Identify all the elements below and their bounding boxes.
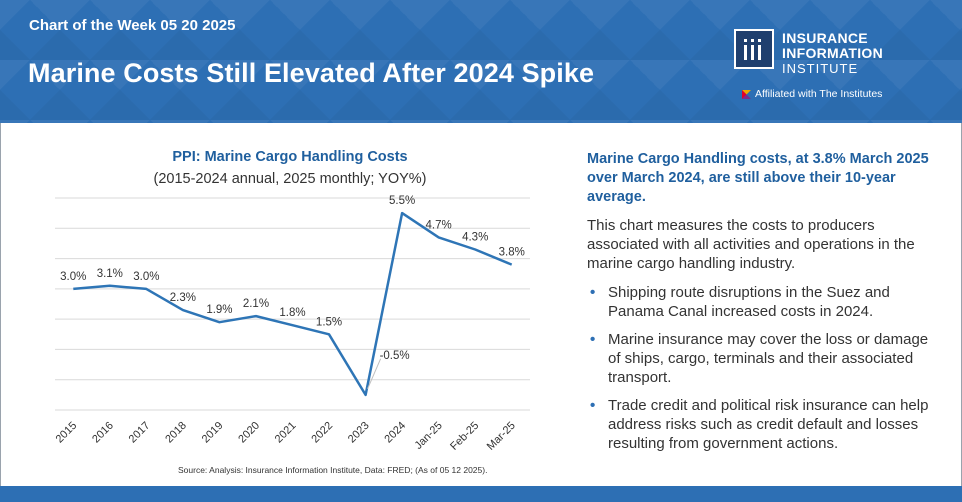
logo-line-3: INSTITUTE xyxy=(782,61,859,76)
x-tick-label: Feb-25 xyxy=(448,420,481,453)
x-tick-label: 2016 xyxy=(90,420,116,446)
chart-title: PPI: Marine Cargo Handling Costs xyxy=(172,149,408,165)
list-item: • Shipping route disruptions in the Suez… xyxy=(587,283,932,321)
x-tick-labels: 2015 2016 2017 2018 2019 2020 2021 2022 2023 2024… xyxy=(54,420,518,453)
logo-line-1: INSURANCE xyxy=(782,30,868,46)
source-note: Source: Analysis: Insurance Information … xyxy=(178,465,488,475)
header-banner: Chart of the Week 05 20 2025 Marine Cost… xyxy=(0,0,962,123)
key-finding: Marine Cargo Handling costs, at 3.8% Mar… xyxy=(587,151,929,205)
data-label: -0.5% xyxy=(380,350,410,362)
data-label: 2.3% xyxy=(170,292,196,304)
chart-subtitle: (2015-2024 annual, 2025 monthly; YOY%) xyxy=(153,171,427,187)
side-panel: Marine Cargo Handling costs, at 3.8% Mar… xyxy=(587,150,932,462)
data-label: 1.5% xyxy=(316,316,342,328)
series-line xyxy=(73,211,513,397)
data-label: 3.8% xyxy=(499,247,525,259)
x-tick-label: 2022 xyxy=(309,420,335,446)
data-label: 3.0% xyxy=(133,271,159,283)
data-label: 2.1% xyxy=(243,298,269,310)
series-line-layer xyxy=(73,211,513,397)
x-tick-label: Mar-25 xyxy=(485,420,518,453)
bullet-list: • Shipping route disruptions in the Suez… xyxy=(587,283,932,453)
page-title: Marine Costs Still Elevated After 2024 S… xyxy=(28,58,595,88)
affiliation-line: Affiliated with The Institutes xyxy=(742,88,882,100)
x-tick-label: 2024 xyxy=(382,420,408,446)
kicker-text: Chart of the Week 05 20 2025 xyxy=(29,17,236,34)
data-label: 3.1% xyxy=(97,268,123,280)
bullet-icon: • xyxy=(590,331,596,348)
institutes-logo-icon xyxy=(742,89,751,99)
data-label-leader xyxy=(367,358,382,390)
bullet-text: Marine insurance may cover the loss or d… xyxy=(608,331,929,386)
data-label: 5.5% xyxy=(389,195,415,207)
x-tick-label: 2017 xyxy=(127,420,153,446)
bullet-text: Shipping route disruptions in the Suez a… xyxy=(608,284,890,320)
x-tick-label: 2021 xyxy=(273,420,299,446)
x-tick-label: 2023 xyxy=(346,420,372,446)
x-tick-label: 2015 xyxy=(54,420,80,446)
bullet-icon: • xyxy=(590,284,596,301)
x-tick-label: Jan-25 xyxy=(413,420,445,452)
iii-logo-mark-icon xyxy=(734,29,774,69)
data-label: 1.9% xyxy=(206,304,232,316)
x-tick-label: 2020 xyxy=(236,420,262,446)
data-label: 4.7% xyxy=(426,219,452,231)
data-label: 4.3% xyxy=(462,231,488,243)
list-item: • Trade credit and political risk insura… xyxy=(587,396,932,453)
x-tick-label: 2018 xyxy=(163,420,189,446)
affiliation-text: Affiliated with The Institutes xyxy=(755,88,883,100)
logo-wordmark: INSURANCE INFORMATION INSTITUTE xyxy=(782,30,884,77)
list-item: • Marine insurance may cover the loss or… xyxy=(587,330,932,387)
description-paragraph: This chart measures the costs to produce… xyxy=(587,217,915,272)
iii-logo[interactable]: INSURANCE INFORMATION INSTITUTE Affiliat… xyxy=(734,29,934,109)
data-label-layer: 3.0% 3.1% 3.0% 2.3% 1.9% 2.1% 1.8% 1.5% -0.5% 5.5… xyxy=(60,195,525,362)
bullet-text: Trade credit and political risk insuranc… xyxy=(608,397,929,452)
bullet-icon: • xyxy=(590,397,596,414)
x-tick-label: 2019 xyxy=(200,420,226,446)
data-label: 3.0% xyxy=(60,271,86,283)
footer-bar xyxy=(0,486,962,502)
data-label: 1.8% xyxy=(279,307,305,319)
line-chart: 3.0% 3.1% 3.0% 2.3% 1.9% 2.1% 1.8% 1.5% -0.5% 5.5… xyxy=(54,195,530,453)
grid-lines xyxy=(55,197,530,411)
logo-line-2: INFORMATION xyxy=(782,45,884,61)
